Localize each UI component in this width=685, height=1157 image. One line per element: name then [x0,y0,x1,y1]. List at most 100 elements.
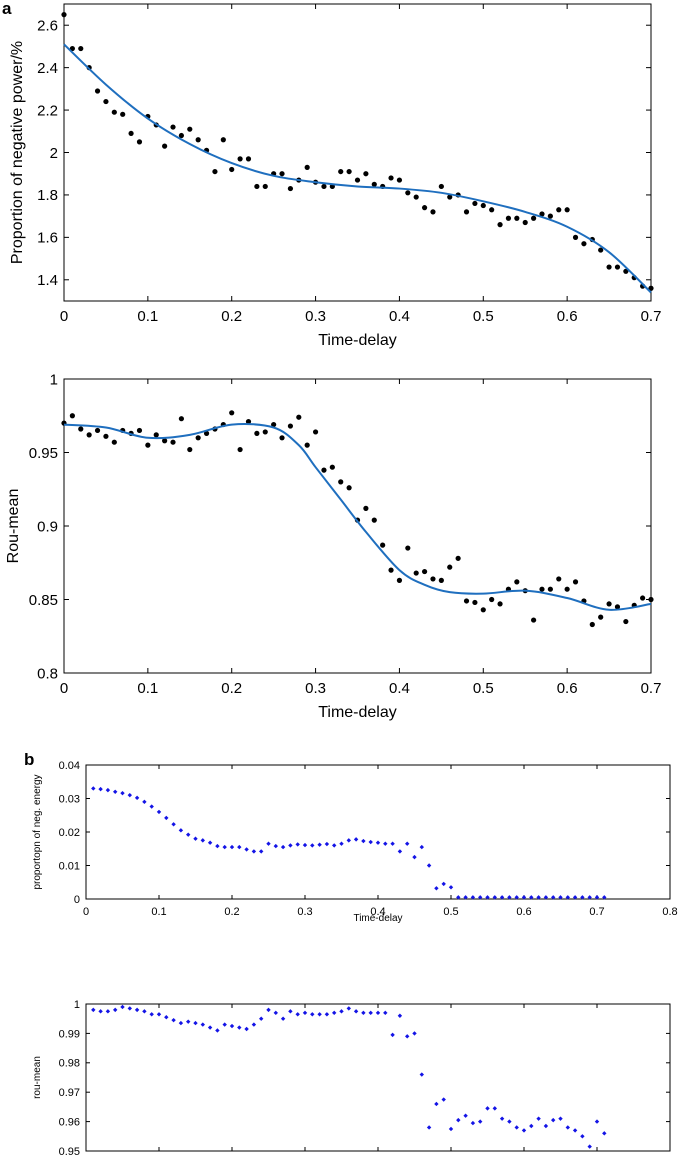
data-point [170,439,176,445]
data-point [170,124,176,130]
data-point [251,849,257,854]
data-point [531,617,537,623]
data-point [237,1025,242,1030]
x-tick-label: 0.4 [389,308,410,325]
data-point [310,843,315,848]
data-point [463,598,470,604]
y-tick-label: 0.01 [59,860,80,872]
data-point [222,844,227,850]
x-tick-label: 0.2 [221,680,242,697]
data-point [329,464,335,470]
data-point [472,599,478,606]
y-tick-label: 0.8 [37,665,58,682]
data-point [287,423,294,429]
data-point [448,1126,454,1132]
y-tick-label: 0.95 [59,1146,80,1157]
data-point [273,1010,278,1016]
data-point [78,426,84,432]
data-point [105,1009,111,1014]
data-point [388,567,394,573]
y-tick-label: 0.85 [29,592,58,609]
x-tick-label: 0.6 [557,308,578,325]
data-point [339,841,344,846]
data-point [262,183,268,190]
data-point [215,843,220,849]
data-point [61,12,67,18]
data-point [338,479,344,485]
data-point [396,577,403,583]
y-tick-label: 0.03 [59,793,80,805]
data-point [390,841,395,846]
data-point [485,895,490,900]
data-point [120,1004,125,1010]
data-point [438,577,444,583]
data-point [162,143,168,149]
data-point [332,843,337,848]
data-point [556,207,562,213]
data-point [497,222,503,228]
data-point [594,895,600,900]
x-tick-label: 0.4 [370,906,385,918]
x-tick-label: 0.6 [516,906,531,918]
x-tick-label: 0 [60,308,68,325]
data-point [78,45,84,52]
data-point [212,168,218,175]
data-point [324,841,330,847]
data-point [375,1010,381,1016]
data-point [353,837,359,842]
data-point [565,895,570,900]
data-point [456,895,461,900]
data-point [69,413,75,419]
plot-frame [85,764,671,900]
data-point [602,895,607,900]
data-point [623,618,629,625]
data-point [354,177,361,183]
data-point [98,1009,103,1014]
data-point [156,1012,162,1017]
data-point [397,849,403,854]
y-tick-label: 0 [74,894,80,906]
data-point [499,1116,505,1121]
y-tick-label: 2 [50,145,58,162]
data-point [572,579,579,585]
fit-curve [63,43,652,294]
data-point [134,1007,140,1013]
data-point [539,211,545,217]
data-point [120,790,125,796]
data-point [187,446,193,453]
y-tick-label: 1 [50,371,58,388]
data-point [178,416,184,422]
data-point [421,568,428,575]
data-point [463,1113,468,1118]
data-point [200,1022,205,1027]
data-point [480,607,486,613]
x-axis-label: Time-delay [318,332,397,349]
data-point [396,177,403,183]
data-point [195,137,201,143]
data-point [580,1134,585,1139]
data-point [489,596,495,603]
data-point [94,427,101,434]
panel-label-b: b [24,750,34,769]
data-point [543,1123,549,1129]
data-point [430,209,436,215]
data-point [536,895,541,900]
data-point [251,1022,257,1027]
data-point [220,137,226,143]
data-point [598,247,604,253]
data-point [69,45,75,52]
data-point [492,895,497,900]
data-point [288,843,293,848]
x-tick-label: 0.3 [305,308,326,325]
data-point [551,1117,556,1123]
data-point [522,219,528,226]
data-point [521,895,527,900]
data-point [332,1010,337,1016]
x-tick-label: 0.8 [662,906,677,918]
data-point [514,215,520,221]
y-tick-label: 2.2 [37,102,58,119]
data-point [288,1009,293,1014]
data-point [547,213,553,219]
data-point [480,202,486,209]
